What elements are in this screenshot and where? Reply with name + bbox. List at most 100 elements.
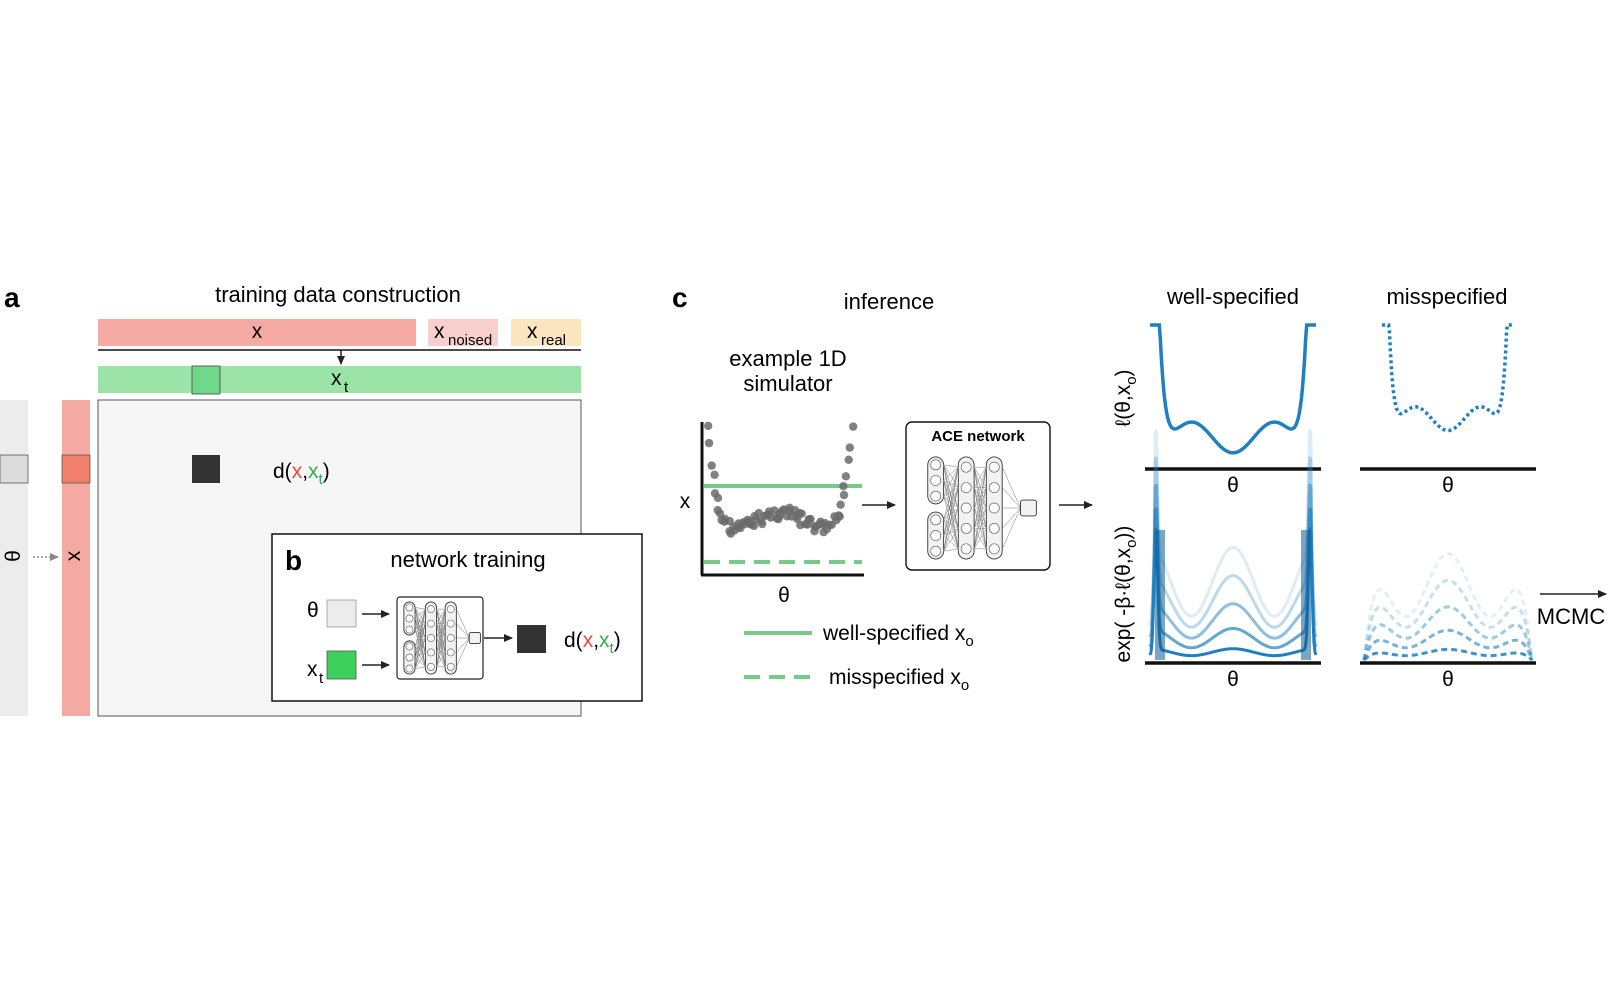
- sim-point: [710, 470, 719, 479]
- simulator-ylabel: x: [680, 490, 691, 513]
- panel-b: b network training θ x t d(x,xt): [271, 533, 643, 702]
- connection: [943, 464, 959, 509]
- connection: [414, 607, 426, 624]
- connection: [456, 623, 470, 639]
- node: [960, 523, 972, 534]
- sim-point: [839, 490, 849, 500]
- connection: [943, 507, 959, 536]
- simulator-points: [704, 421, 858, 538]
- tempered-curve-well: [1148, 527, 1318, 658]
- xt-bar: [98, 366, 581, 393]
- connection: [943, 507, 959, 552]
- tempered-curve-well: [1148, 507, 1318, 650]
- node: [930, 530, 942, 541]
- col-mis-header: misspecified: [1386, 284, 1507, 309]
- node: [427, 619, 435, 628]
- node: [427, 605, 435, 614]
- node: [988, 461, 1000, 473]
- node: [405, 625, 414, 634]
- connection: [973, 507, 987, 549]
- connection: [1001, 507, 1021, 549]
- node: [960, 502, 972, 514]
- panel-b-theta-label: θ: [307, 599, 319, 622]
- panel-b-xt-cell: [326, 650, 357, 680]
- connection: [943, 464, 959, 468]
- tempered-curve-mis: [1362, 578, 1534, 661]
- connection: [436, 623, 446, 667]
- x-column-label: x: [62, 550, 85, 561]
- panel-b-theta-cell: [326, 599, 357, 628]
- sim-point: [844, 455, 853, 464]
- node: [930, 490, 942, 502]
- sim-point: [845, 443, 854, 452]
- connection: [943, 487, 959, 497]
- connection: [414, 609, 426, 669]
- connection: [414, 609, 426, 658]
- peak-band: [1301, 530, 1311, 660]
- tempered-curve-mis: [1362, 605, 1534, 661]
- panel-a-title: training data construction: [215, 282, 461, 307]
- connection: [973, 528, 987, 549]
- node: [988, 482, 1000, 493]
- x-noised-segment: [428, 319, 498, 346]
- row2-ylabel: exp( -β·ℓ(θ,xo)): [1112, 526, 1140, 663]
- connection: [436, 609, 446, 639]
- node: [988, 543, 1000, 555]
- connection: [943, 467, 959, 520]
- legend-well-label: well-specified xo: [822, 622, 974, 650]
- sim-point: [704, 421, 713, 431]
- distance-cell: [192, 455, 220, 483]
- sim-point: [707, 461, 716, 470]
- output-node: [1020, 499, 1037, 517]
- node: [405, 642, 414, 651]
- x-segment-label: x: [252, 320, 263, 343]
- connection: [414, 652, 426, 658]
- connection: [414, 609, 426, 647]
- connection: [943, 464, 959, 549]
- x-real-sub: real: [541, 332, 566, 349]
- connection: [1001, 487, 1021, 509]
- xt-highlight-cell: [191, 365, 221, 395]
- loss-curves: [1148, 323, 1534, 662]
- connection: [943, 487, 959, 536]
- connection: [414, 609, 426, 630]
- connection: [456, 637, 470, 653]
- connection: [943, 480, 959, 529]
- connection: [414, 623, 426, 630]
- node: [446, 605, 455, 614]
- sim-point: [704, 438, 714, 448]
- node: [988, 502, 1000, 514]
- plot-mis-top-xlabel: θ: [1442, 474, 1454, 497]
- connection: [943, 487, 959, 521]
- node: [405, 603, 414, 612]
- connection: [414, 623, 426, 647]
- connection: [943, 519, 959, 529]
- node: [930, 545, 942, 557]
- panel-a-letter: a: [4, 282, 20, 313]
- sim-point: [835, 512, 844, 521]
- panel-c-title: inference: [844, 289, 935, 314]
- connection: [436, 609, 446, 653]
- connection: [436, 652, 446, 667]
- peak-band: [1155, 530, 1165, 660]
- connection: [943, 467, 959, 497]
- loss-curve-mis: [1382, 323, 1514, 433]
- connection: [1001, 467, 1021, 509]
- connection: [456, 609, 470, 639]
- x-segment: [98, 319, 416, 346]
- connection: [943, 480, 959, 549]
- node: [427, 662, 435, 671]
- sim-point: [797, 509, 806, 518]
- connection: [973, 467, 987, 549]
- panel-b-letter: b: [285, 545, 302, 576]
- sim-point: [758, 519, 767, 529]
- connection: [943, 467, 959, 552]
- sim-point: [839, 482, 848, 491]
- connection: [456, 637, 470, 667]
- x-highlight-cell: [61, 454, 91, 484]
- connection: [943, 528, 959, 552]
- connection: [1001, 507, 1021, 529]
- theta-column-label: θ: [2, 550, 25, 562]
- connection: [943, 507, 959, 521]
- connection: [943, 466, 959, 481]
